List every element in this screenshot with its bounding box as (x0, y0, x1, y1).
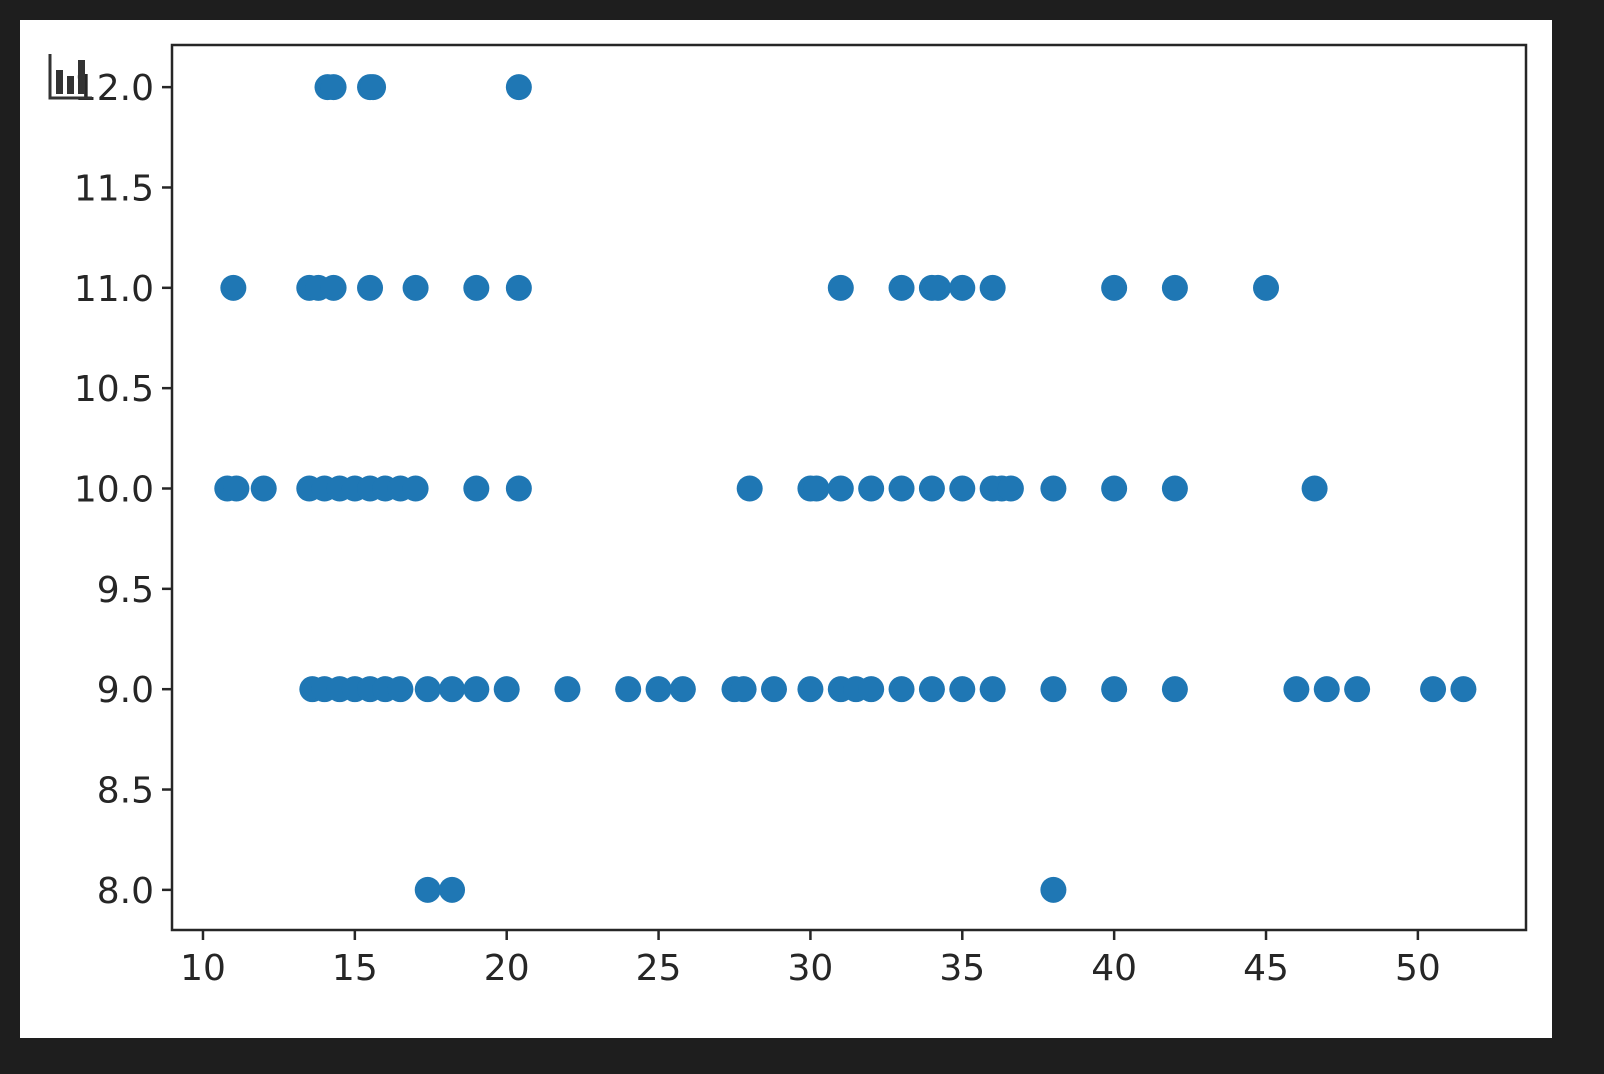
y-tick-label: 9.0 (97, 670, 154, 711)
x-tick-label: 25 (636, 948, 682, 989)
data-point (463, 475, 490, 502)
data-point (979, 676, 1006, 703)
data-point (414, 676, 441, 703)
data-point (220, 274, 247, 301)
data-point (730, 676, 757, 703)
data-point (1040, 876, 1067, 903)
data-point (250, 475, 277, 502)
data-point (615, 676, 642, 703)
data-point (888, 274, 915, 301)
data-point (888, 475, 915, 502)
x-tick-label: 40 (1091, 948, 1137, 989)
y-tick-label: 11.0 (74, 269, 154, 310)
data-point (1161, 274, 1188, 301)
data-point (493, 676, 520, 703)
x-tick-label: 35 (939, 948, 985, 989)
y-tick-label: 10.0 (74, 470, 154, 511)
y-tick-label: 8.5 (97, 771, 154, 812)
data-point (1420, 676, 1447, 703)
data-point (858, 676, 885, 703)
data-point (463, 676, 490, 703)
x-tick-label: 30 (788, 948, 834, 989)
data-point (1101, 274, 1128, 301)
data-point (360, 74, 387, 101)
data-point (402, 274, 429, 301)
y-tick-label: 8.0 (97, 871, 154, 912)
data-point (402, 475, 429, 502)
data-point (357, 274, 384, 301)
data-point (1101, 676, 1128, 703)
data-point (669, 676, 696, 703)
y-tick-label: 9.5 (97, 570, 154, 611)
x-tick-label: 10 (180, 948, 226, 989)
data-point (1283, 676, 1310, 703)
data-point (1040, 676, 1067, 703)
data-point (1301, 475, 1328, 502)
data-point (918, 676, 945, 703)
data-point (949, 475, 976, 502)
data-point (387, 676, 414, 703)
data-point (888, 676, 915, 703)
data-point (645, 676, 672, 703)
data-point (414, 876, 441, 903)
data-point (463, 274, 490, 301)
data-point (1040, 475, 1067, 502)
bar-chart-icon[interactable] (48, 52, 94, 100)
data-point (827, 274, 854, 301)
x-tick-label: 45 (1243, 948, 1289, 989)
data-point (797, 676, 824, 703)
figure-panel: 10 15 20 25 30 35 40 45 50 8.0 8.5 9.0 9.5 10.0 10.5 11… (20, 20, 1552, 1038)
data-point (949, 274, 976, 301)
data-point (827, 475, 854, 502)
data-point (1450, 676, 1477, 703)
y-tick-label: 12.0 (74, 68, 154, 109)
data-point (505, 475, 532, 502)
scatter-chart: 10 15 20 25 30 35 40 45 50 8.0 8.5 9.0 9.5 10.0 10.5 11… (74, 43, 1528, 989)
data-point (918, 475, 945, 502)
data-point (997, 475, 1024, 502)
data-point (1161, 676, 1188, 703)
data-point (439, 676, 466, 703)
y-tick-label: 10.5 (74, 369, 154, 410)
data-point (223, 475, 250, 502)
data-point (858, 475, 885, 502)
data-point (320, 74, 347, 101)
data-point (979, 274, 1006, 301)
x-tick-label: 50 (1395, 948, 1441, 989)
data-point (554, 676, 581, 703)
data-point (320, 274, 347, 301)
x-tick-label: 20 (484, 948, 530, 989)
data-point (1253, 274, 1280, 301)
data-point (760, 676, 787, 703)
data-point (439, 876, 466, 903)
data-point (505, 74, 532, 101)
data-point (736, 475, 763, 502)
y-tick-label: 11.5 (74, 168, 154, 209)
data-point (505, 274, 532, 301)
data-point (1161, 475, 1188, 502)
data-point (803, 475, 830, 502)
data-point (949, 676, 976, 703)
data-point (1101, 475, 1128, 502)
data-point (1344, 676, 1371, 703)
data-point (924, 274, 951, 301)
x-tick-label: 15 (332, 948, 378, 989)
data-point (1313, 676, 1340, 703)
